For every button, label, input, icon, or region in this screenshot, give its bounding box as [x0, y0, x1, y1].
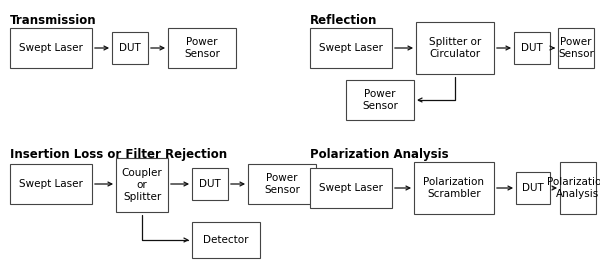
Bar: [346, 80, 414, 120]
Text: Power
Sensor: Power Sensor: [264, 173, 300, 195]
Bar: [514, 32, 550, 64]
Bar: [414, 162, 494, 214]
Text: Splitter or
Circulator: Splitter or Circulator: [429, 37, 481, 59]
Text: Polarization
Scrambler: Polarization Scrambler: [424, 177, 485, 199]
Bar: [192, 222, 260, 258]
Text: Swept Laser: Swept Laser: [319, 183, 383, 193]
Text: Polarization
Analysis: Polarization Analysis: [548, 177, 600, 199]
Text: DUT: DUT: [521, 43, 543, 53]
Bar: [516, 172, 550, 204]
Bar: [10, 28, 92, 68]
Bar: [116, 158, 168, 212]
Text: Power
Sensor: Power Sensor: [362, 89, 398, 111]
Text: Coupler
or
Splitter: Coupler or Splitter: [122, 168, 163, 202]
Bar: [558, 28, 594, 68]
Text: Reflection: Reflection: [310, 14, 377, 27]
Bar: [168, 28, 236, 68]
Text: Transmission: Transmission: [10, 14, 97, 27]
Text: Detector: Detector: [203, 235, 249, 245]
Bar: [310, 28, 392, 68]
Text: Insertion Loss or Filter Rejection: Insertion Loss or Filter Rejection: [10, 148, 227, 161]
Text: DUT: DUT: [199, 179, 221, 189]
Bar: [310, 168, 392, 208]
Text: Swept Laser: Swept Laser: [319, 43, 383, 53]
Text: DUT: DUT: [522, 183, 544, 193]
Bar: [192, 168, 228, 200]
Text: Polarization Analysis: Polarization Analysis: [310, 148, 449, 161]
Text: DUT: DUT: [119, 43, 141, 53]
Text: Power
Sensor: Power Sensor: [558, 37, 594, 59]
Bar: [416, 22, 494, 74]
Text: Swept Laser: Swept Laser: [19, 179, 83, 189]
Bar: [112, 32, 148, 64]
Bar: [560, 162, 596, 214]
Bar: [248, 164, 316, 204]
Text: Swept Laser: Swept Laser: [19, 43, 83, 53]
Bar: [10, 164, 92, 204]
Text: Power
Sensor: Power Sensor: [184, 37, 220, 59]
